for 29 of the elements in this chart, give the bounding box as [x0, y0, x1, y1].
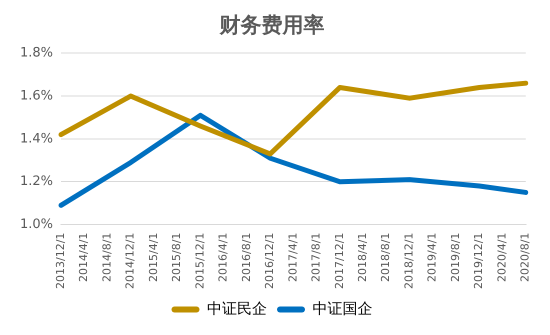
legend-label: 中证民企 [207, 299, 267, 318]
y-tick-label: 1.6% [20, 88, 54, 104]
x-tick-label: 2017/4/1 [286, 232, 300, 282]
legend-label: 中证国企 [312, 299, 372, 318]
x-tick-label: 2014/12/1 [124, 232, 137, 290]
x-tick-label: 2019/4/1 [426, 232, 439, 282]
x-tick-label: 2016/8/1 [240, 232, 253, 282]
x-tick-label: 2019/12/1 [472, 232, 486, 290]
x-tick-label: 2018/4/1 [356, 232, 369, 282]
x-tick-label: 2018/8/1 [379, 232, 392, 282]
y-tick-label: 1.4% [20, 131, 54, 146]
x-tick-label: 2016/12/1 [263, 232, 276, 290]
x-tick-label: 2015/4/1 [146, 232, 160, 282]
chart-title: 财务费用率 [218, 13, 324, 38]
x-tick-label: 2017/8/1 [310, 232, 323, 282]
x-tick-label: 2016/4/1 [216, 232, 230, 282]
y-tick-label: 1.8% [20, 46, 54, 61]
x-tick-label: 2015/12/1 [193, 232, 206, 290]
x-tick-label: 2014/8/1 [100, 232, 114, 282]
x-tick-label: 2013/12/1 [54, 232, 67, 290]
x-tick-label: 2015/8/1 [170, 232, 184, 282]
x-tick-label: 2019/8/1 [448, 232, 462, 282]
x-tick-label: 2020/8/1 [518, 232, 532, 282]
x-tick-label: 2014/4/1 [77, 232, 90, 282]
x-tick-label: 2017/12/1 [332, 232, 346, 290]
y-tick-label: 1.2% [20, 174, 54, 190]
x-tick-label: 2020/4/1 [495, 232, 508, 282]
y-tick-label: 1.0% [20, 216, 54, 232]
x-tick-label: 2018/12/1 [402, 232, 416, 290]
